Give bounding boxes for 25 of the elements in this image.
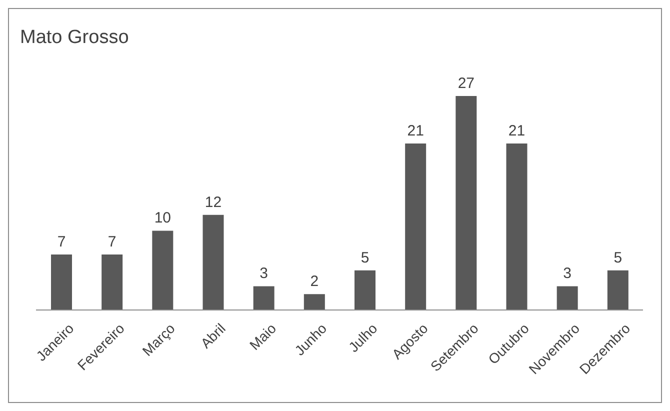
bar xyxy=(354,270,376,310)
bar xyxy=(304,294,325,310)
data-label: 7 xyxy=(57,234,66,251)
bar xyxy=(253,286,274,310)
data-label: 10 xyxy=(154,210,172,227)
bar xyxy=(556,286,578,310)
data-label: 7 xyxy=(108,234,116,251)
data-label: 5 xyxy=(614,249,622,266)
bar xyxy=(102,254,123,310)
data-label: 5 xyxy=(360,249,370,266)
bar xyxy=(51,254,72,310)
data-label: 3 xyxy=(563,265,572,282)
data-label: 21 xyxy=(508,122,526,140)
bar xyxy=(607,270,628,310)
bar xyxy=(152,230,174,310)
data-label: 2 xyxy=(310,273,319,290)
data-label: 3 xyxy=(260,265,268,282)
data-label: 21 xyxy=(407,122,424,140)
bar xyxy=(506,144,528,310)
bar xyxy=(405,144,426,310)
data-label: 27 xyxy=(458,75,475,92)
chart-title: Mato Grosso xyxy=(20,27,129,49)
data-label: 12 xyxy=(204,194,222,211)
bar xyxy=(456,96,477,310)
bar xyxy=(202,214,224,310)
